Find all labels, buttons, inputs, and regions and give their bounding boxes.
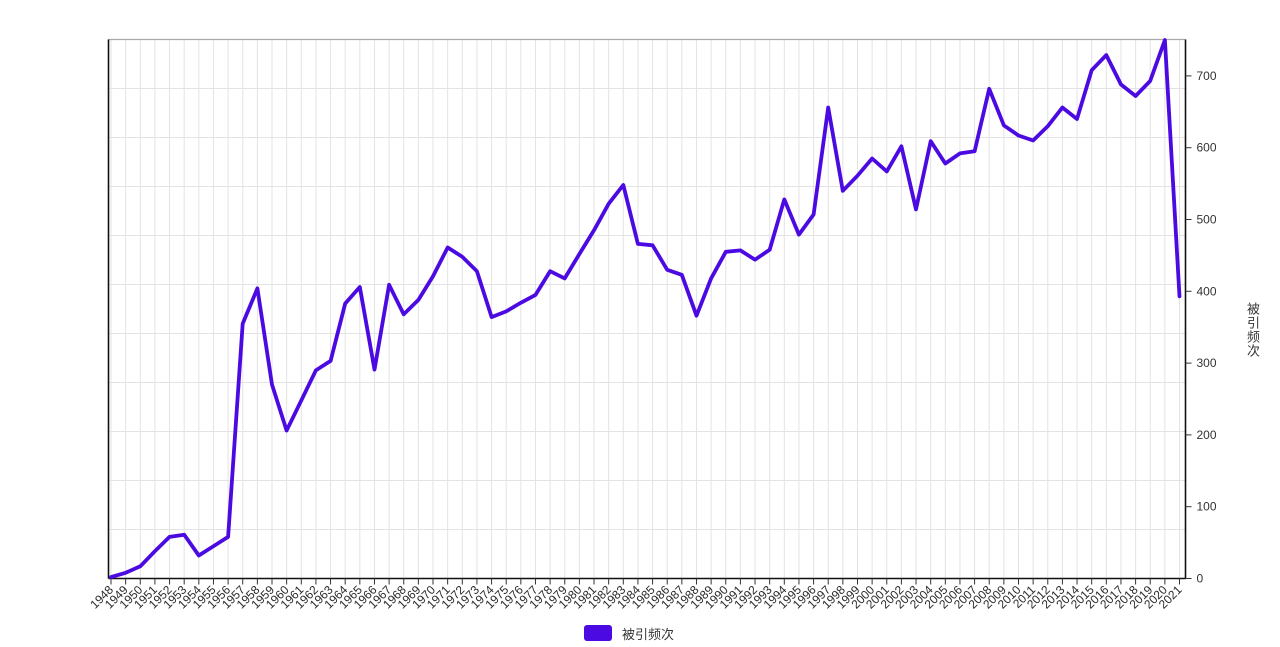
y-tick-label: 200 (1197, 428, 1217, 442)
y-tick-label: 600 (1197, 141, 1217, 155)
y-tick-labels: 0 100 200 300 400 500 600 700 (1185, 69, 1217, 586)
x-gridlines (110, 39, 1180, 579)
y-tick-label: 500 (1197, 213, 1217, 227)
legend-swatch (584, 625, 612, 641)
y-tick-label: 0 (1197, 572, 1204, 586)
axes (107, 39, 1187, 580)
legend-label: 被引频次 (622, 626, 675, 642)
series-line[interactable] (109, 38, 1182, 579)
y-tick-label: 100 (1197, 500, 1217, 514)
y-gridlines (108, 88, 1186, 530)
y-tick-label: 400 (1197, 284, 1217, 298)
y-axis-title: 被引频次 (1245, 302, 1260, 358)
y-tick-label: 700 (1197, 69, 1217, 83)
y-tick-label: 300 (1197, 356, 1217, 370)
x-tick-labels: 1948194919501951195219531954195519561957… (87, 578, 1185, 612)
legend-item[interactable]: 被引频次 (584, 623, 674, 643)
